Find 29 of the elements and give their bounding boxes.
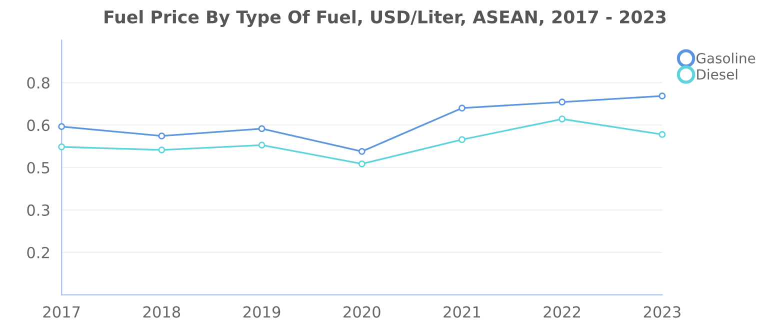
x-tick-label: 2018 (143, 306, 180, 318)
point (558, 116, 566, 122)
chart-title: Fuel Price By Type Of Fuel, USD/Liter, ASEAN, 2017 - 2023 (104, 10, 666, 27)
point (558, 98, 566, 106)
y-tick-label: 0.2 (27, 246, 49, 258)
x-tick-label: 2021 (444, 306, 480, 318)
y-tick-label: 0.6 (27, 120, 50, 132)
x-tick-label: 2017 (43, 306, 80, 318)
point (58, 123, 66, 130)
point (358, 148, 366, 155)
x-tick-label: 2019 (243, 306, 280, 318)
point (358, 160, 366, 168)
x-tick-label: 2023 (644, 306, 680, 318)
legend-label: Gasoline (696, 52, 756, 64)
y-tick-label: 0.8 (27, 77, 50, 89)
point (258, 125, 266, 132)
x-tick-label: 2020 (344, 306, 380, 318)
y-tick-label: 0.3 (27, 204, 50, 216)
point (258, 142, 266, 149)
point (658, 130, 666, 138)
point (158, 146, 166, 154)
legend-label: Diesel (697, 68, 738, 80)
point (458, 104, 466, 112)
point (458, 136, 466, 144)
point (58, 143, 66, 150)
point (658, 92, 666, 100)
y-tick-label: 0.5 (27, 162, 50, 174)
x-tick-label: 2022 (544, 306, 580, 318)
point (158, 132, 166, 140)
